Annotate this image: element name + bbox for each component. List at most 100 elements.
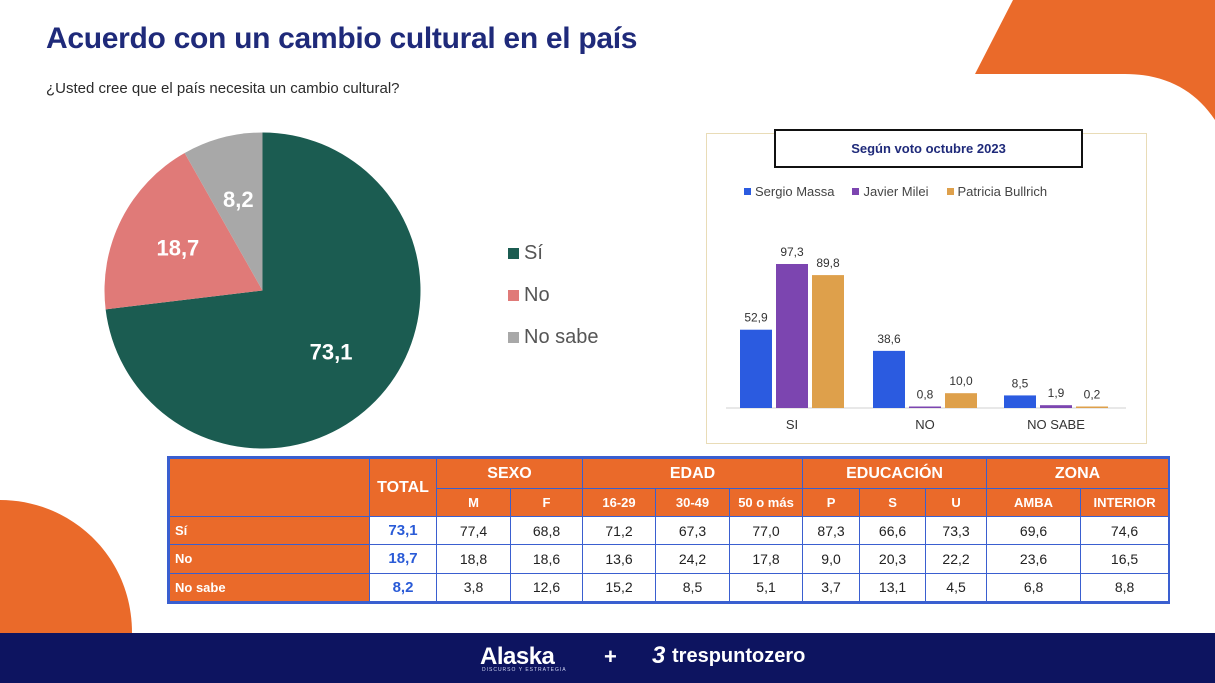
table-cell: 18,6 xyxy=(510,544,583,574)
table-row: No sabe 8,2 3,8 12,6 15,2 8,5 5,1 3,7 13… xyxy=(169,572,1170,603)
table-row: No 18,7 18,8 18,6 13,6 24,2 17,8 9,0 20,… xyxy=(169,544,1170,574)
table-cell: 68,8 xyxy=(510,515,583,546)
alaska-logo: Alaska xyxy=(480,643,555,670)
table-cell: 66,6 xyxy=(859,515,927,546)
table-cell: 3,8 xyxy=(436,572,511,603)
footer-bar xyxy=(0,633,1215,683)
pie-label-no: 18,7 xyxy=(156,236,199,261)
bar-legend-label-milei: Javier Milei xyxy=(863,184,929,199)
bar-chart-title: Según voto octubre 2023 xyxy=(774,129,1083,168)
table-col-16-29: 16-29 xyxy=(582,488,656,517)
pie-legend: Sí No No sabe xyxy=(508,232,599,358)
legend-swatch-no xyxy=(508,289,519,301)
bar-category-label: NO SABE xyxy=(1027,417,1085,432)
bar-value-label: 10,0 xyxy=(949,374,973,388)
bar-massa-1 xyxy=(873,350,905,408)
pie-slice-no xyxy=(104,153,263,310)
bar-legend-bullrich: Patricia Bullrich xyxy=(946,184,1048,199)
table-group-zona: ZONA xyxy=(986,458,1170,489)
table-col-p: P xyxy=(802,488,861,517)
legend-label-nosabe: No sabe xyxy=(524,325,599,348)
table-cell-total: 18,7 xyxy=(369,544,437,574)
table-col-s: S xyxy=(859,488,927,517)
alaska-logo-tagline: DISCURSO Y ESTRATEGIA xyxy=(482,667,567,673)
table-row: Sí 73,1 77,4 68,8 71,2 67,3 77,0 87,3 66… xyxy=(169,515,1170,546)
table-col-u: U xyxy=(925,488,988,517)
pie-chart: 73,1 18,7 8,2 xyxy=(104,132,421,449)
table-cell: 13,6 xyxy=(582,544,656,574)
legend-label-no: No xyxy=(524,283,550,306)
table-cell: 23,6 xyxy=(986,544,1082,574)
trespuntozero-logo: trespuntozero xyxy=(672,645,806,667)
pie-label-si: 73,1 xyxy=(310,339,353,364)
page-title: Acuerdo con un cambio cultural en el paí… xyxy=(46,22,638,55)
table-cell: 15,2 xyxy=(582,572,656,603)
bar-value-label: 0,8 xyxy=(917,388,934,402)
bar-value-label: 52,9 xyxy=(744,311,768,325)
table-col-amba: AMBA xyxy=(986,488,1082,517)
table-cell: 20,3 xyxy=(859,544,927,574)
table-cell: 17,8 xyxy=(728,544,804,574)
legend-item-si: Sí xyxy=(508,232,599,274)
table-group-edad: EDAD xyxy=(581,458,804,489)
table-cell: 24,2 xyxy=(655,544,730,574)
bar-value-label: 1,9 xyxy=(1048,386,1065,400)
table-cell: 8,8 xyxy=(1080,572,1170,603)
decorative-shape-top-right xyxy=(975,0,1215,120)
table-cell: 8,5 xyxy=(655,572,730,603)
table-cell: 13,1 xyxy=(859,572,927,603)
crosstab-table: TOTAL SEXO EDAD EDUCACIÓN ZONA M F 16-29… xyxy=(167,456,1170,604)
table-cell: 6,8 xyxy=(986,572,1082,603)
table-row-label: Sí xyxy=(169,515,370,546)
legend-item-nosabe: No sabe xyxy=(508,316,599,358)
table-corner xyxy=(169,458,370,517)
pie-slice-si xyxy=(105,132,421,449)
table-col-m: M xyxy=(436,488,511,517)
table-cell: 69,6 xyxy=(986,515,1082,546)
question-subtitle: ¿Usted cree que el país necesita un camb… xyxy=(46,80,400,97)
table-cell: 73,3 xyxy=(925,515,988,546)
table-col-interior: INTERIOR xyxy=(1080,488,1170,517)
bar-legend-milei: Javier Milei xyxy=(852,184,929,199)
table-cell: 77,4 xyxy=(436,515,511,546)
table-col-30-49: 30-49 xyxy=(655,488,730,517)
bar-category-label: NO xyxy=(915,417,935,432)
table-group-educacion: EDUCACIÓN xyxy=(802,458,988,489)
legend-label-si: Sí xyxy=(524,241,543,264)
table-row-label: No xyxy=(169,544,370,574)
decorative-shape-bottom-left xyxy=(0,500,132,633)
table-cell: 74,6 xyxy=(1080,515,1170,546)
bar-value-label: 38,6 xyxy=(877,332,901,346)
table-cell: 3,7 xyxy=(802,572,861,603)
bar-legend-label-massa: Sergio Massa xyxy=(755,184,835,199)
table-cell: 71,2 xyxy=(582,515,656,546)
bar-milei-0 xyxy=(776,263,808,408)
table-cell: 5,1 xyxy=(728,572,804,603)
bar-milei-2 xyxy=(1040,405,1072,408)
bar-bullrich-2 xyxy=(1076,406,1108,408)
table-cell-total: 8,2 xyxy=(369,572,437,603)
legend-item-no: No xyxy=(508,274,599,316)
table-cell: 16,5 xyxy=(1080,544,1170,574)
legend-swatch-si xyxy=(508,247,519,259)
bar-legend-swatch-bullrich xyxy=(946,188,954,195)
table-group-header-row: TOTAL SEXO EDAD EDUCACIÓN ZONA xyxy=(169,458,1170,517)
bar-legend-label-bullrich: Patricia Bullrich xyxy=(957,184,1048,199)
bar-legend-swatch-massa xyxy=(744,188,751,195)
table-cell: 87,3 xyxy=(802,515,861,546)
table-cell: 4,5 xyxy=(925,572,988,603)
table-cell-total: 73,1 xyxy=(369,515,437,546)
bar-bullrich-0 xyxy=(812,275,844,408)
pie-slice-nosabe xyxy=(184,132,263,291)
table-cell: 77,0 xyxy=(728,515,804,546)
bar-milei-1 xyxy=(909,406,941,408)
bar-legend-swatch-milei xyxy=(852,188,860,195)
bar-value-label: 97,3 xyxy=(780,245,804,259)
table-cell: 9,0 xyxy=(802,544,861,574)
bar-massa-2 xyxy=(1004,395,1036,408)
table-subheader-row: M F 16-29 30-49 50 o más P S U AMBA INTE… xyxy=(170,488,1170,517)
table-row-label: No sabe xyxy=(169,572,370,603)
pie-label-nosabe: 8,2 xyxy=(223,187,254,212)
table-cell: 22,2 xyxy=(925,544,988,574)
bar-chart: 52,9 97,3 89,8 SI 38,6 0,8 10,0 NO 8,5 1,9 0,2 NO S… xyxy=(726,245,1126,432)
